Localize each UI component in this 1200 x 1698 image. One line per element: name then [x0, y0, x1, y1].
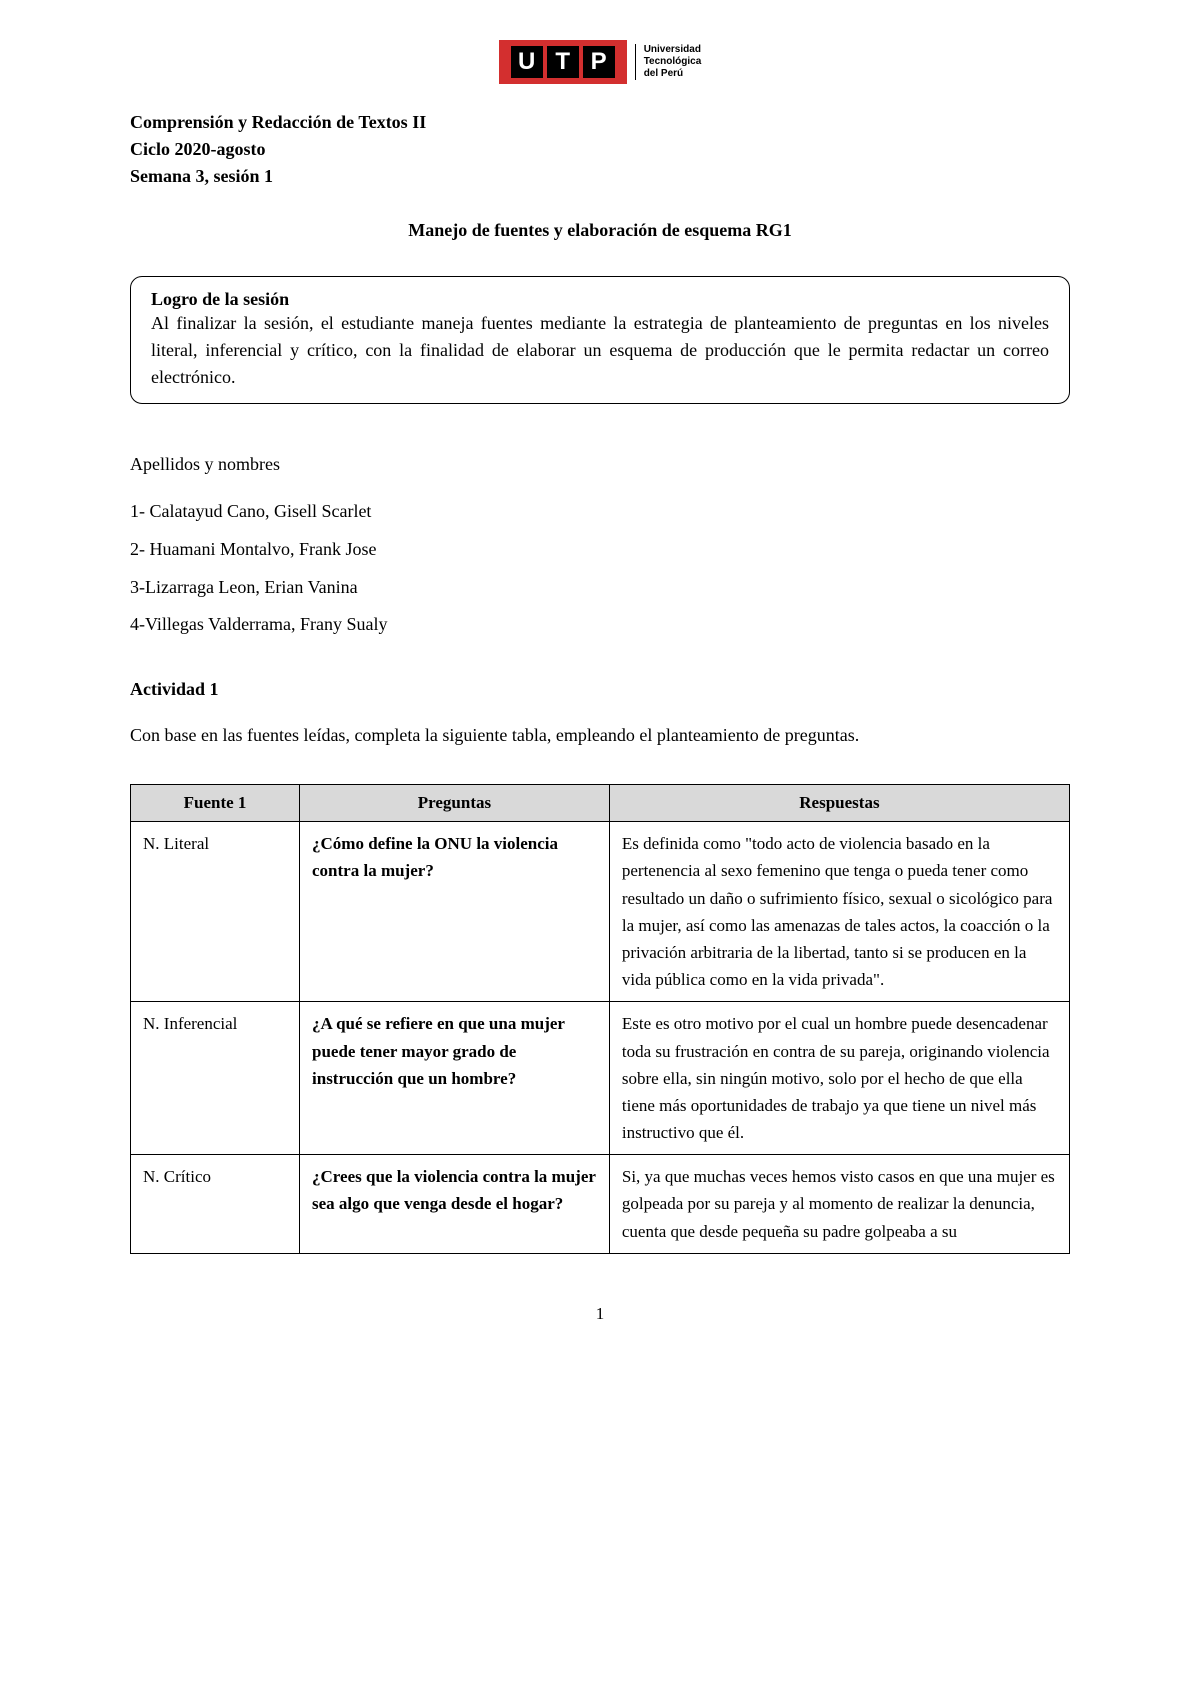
logo-letter-t: T — [547, 46, 579, 78]
question-literal: ¿Cómo define la ONU la violencia contra … — [300, 822, 610, 1002]
logo-subtitle-line3: del Perú — [644, 68, 702, 80]
question-critico: ¿Crees que la violencia contra la mujer … — [300, 1155, 610, 1254]
logo-container: U T P Universidad Tecnológica del Perú — [130, 40, 1070, 84]
session-box-title: Logro de la sesión — [151, 289, 289, 309]
student-name-1: 1- Calatayud Cano, Gisell Scarlet — [130, 493, 1070, 531]
activity-instructions: Con base en las fuentes leídas, completa… — [130, 722, 1070, 749]
header-preguntas: Preguntas — [300, 785, 610, 822]
student-name-4: 4-Villegas Valderrama, Frany Sualy — [130, 606, 1070, 644]
level-literal: N. Literal — [131, 822, 300, 1002]
main-title: Manejo de fuentes y elaboración de esque… — [130, 220, 1070, 241]
table-row: N. Inferencial ¿A qué se refiere en que … — [131, 1002, 1070, 1155]
logo-subtitle-line1: Universidad — [644, 44, 702, 56]
session-box-text: Al finalizar la sesión, el estudiante ma… — [151, 310, 1049, 391]
answer-critico: Si, ya que muchas veces hemos visto caso… — [609, 1155, 1069, 1254]
table-header-row: Fuente 1 Preguntas Respuestas — [131, 785, 1070, 822]
session-achievement-box: Logro de la sesión Al finalizar la sesió… — [130, 276, 1070, 404]
logo-box: U T P — [499, 40, 627, 84]
names-label: Apellidos y nombres — [130, 454, 1070, 475]
activity-title: Actividad 1 — [130, 679, 1070, 700]
logo-letter-p: P — [583, 46, 615, 78]
header-fuente: Fuente 1 — [131, 785, 300, 822]
logo-subtitle: Universidad Tecnológica del Perú — [635, 44, 702, 80]
logo-letter-u: U — [511, 46, 543, 78]
table-row: N. Crítico ¿Crees que la violencia contr… — [131, 1155, 1070, 1254]
cycle-info: Ciclo 2020-agosto — [130, 136, 1070, 163]
header-respuestas: Respuestas — [609, 785, 1069, 822]
question-inferencial: ¿A qué se refiere en que una mujer puede… — [300, 1002, 610, 1155]
header-info: Comprensión y Redacción de Textos II Cic… — [130, 109, 1070, 190]
answer-inferencial: Este es otro motivo por el cual un hombr… — [609, 1002, 1069, 1155]
student-name-3: 3-Lizarraga Leon, Erian Vanina — [130, 569, 1070, 607]
course-title: Comprensión y Redacción de Textos II — [130, 109, 1070, 136]
names-list: 1- Calatayud Cano, Gisell Scarlet 2- Hua… — [130, 493, 1070, 644]
questions-table: Fuente 1 Preguntas Respuestas N. Literal… — [130, 784, 1070, 1254]
logo-subtitle-line2: Tecnológica — [644, 56, 702, 68]
level-inferencial: N. Inferencial — [131, 1002, 300, 1155]
university-logo: U T P Universidad Tecnológica del Perú — [499, 40, 702, 84]
table-row: N. Literal ¿Cómo define la ONU la violen… — [131, 822, 1070, 1002]
page-number: 1 — [130, 1304, 1070, 1324]
week-session: Semana 3, sesión 1 — [130, 163, 1070, 190]
level-critico: N. Crítico — [131, 1155, 300, 1254]
answer-literal: Es definida como "todo acto de violencia… — [609, 822, 1069, 1002]
student-name-2: 2- Huamani Montalvo, Frank Jose — [130, 531, 1070, 569]
